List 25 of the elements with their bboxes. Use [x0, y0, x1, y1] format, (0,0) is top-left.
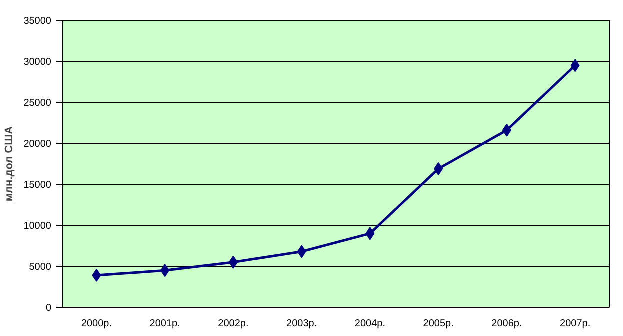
- point: [160, 264, 170, 278]
- point: [502, 124, 512, 137]
- x-tick-label: 2002р.: [218, 318, 249, 330]
- y-tick-label: 10000: [24, 221, 52, 232]
- x-tick-label: 2003р.: [286, 318, 318, 330]
- x-tick-label: 2000р.: [81, 318, 112, 330]
- x-tick-label: 2004р.: [354, 318, 386, 330]
- point: [228, 256, 238, 269]
- x-tick-label: 2006р.: [492, 318, 522, 330]
- y-tick-label: 25000: [24, 98, 52, 109]
- y-tick-label: 15000: [24, 180, 52, 191]
- point: [570, 59, 580, 72]
- y-tick-label: 30000: [24, 57, 52, 68]
- point: [297, 245, 306, 258]
- x-tick-label: 2001р.: [150, 318, 180, 330]
- x-tick-label: 2005р.: [423, 318, 454, 330]
- y-tick-label: 20000: [24, 139, 52, 150]
- point: [434, 162, 444, 176]
- point: [366, 227, 375, 240]
- point: [92, 269, 102, 282]
- y-tick-label: 35000: [24, 16, 52, 27]
- y-tick-label: 0: [46, 303, 52, 314]
- x-tick-label: 2007р.: [560, 318, 591, 330]
- y-axis-title: млн.дол США: [4, 126, 16, 202]
- y-tick-label: 5000: [29, 262, 52, 273]
